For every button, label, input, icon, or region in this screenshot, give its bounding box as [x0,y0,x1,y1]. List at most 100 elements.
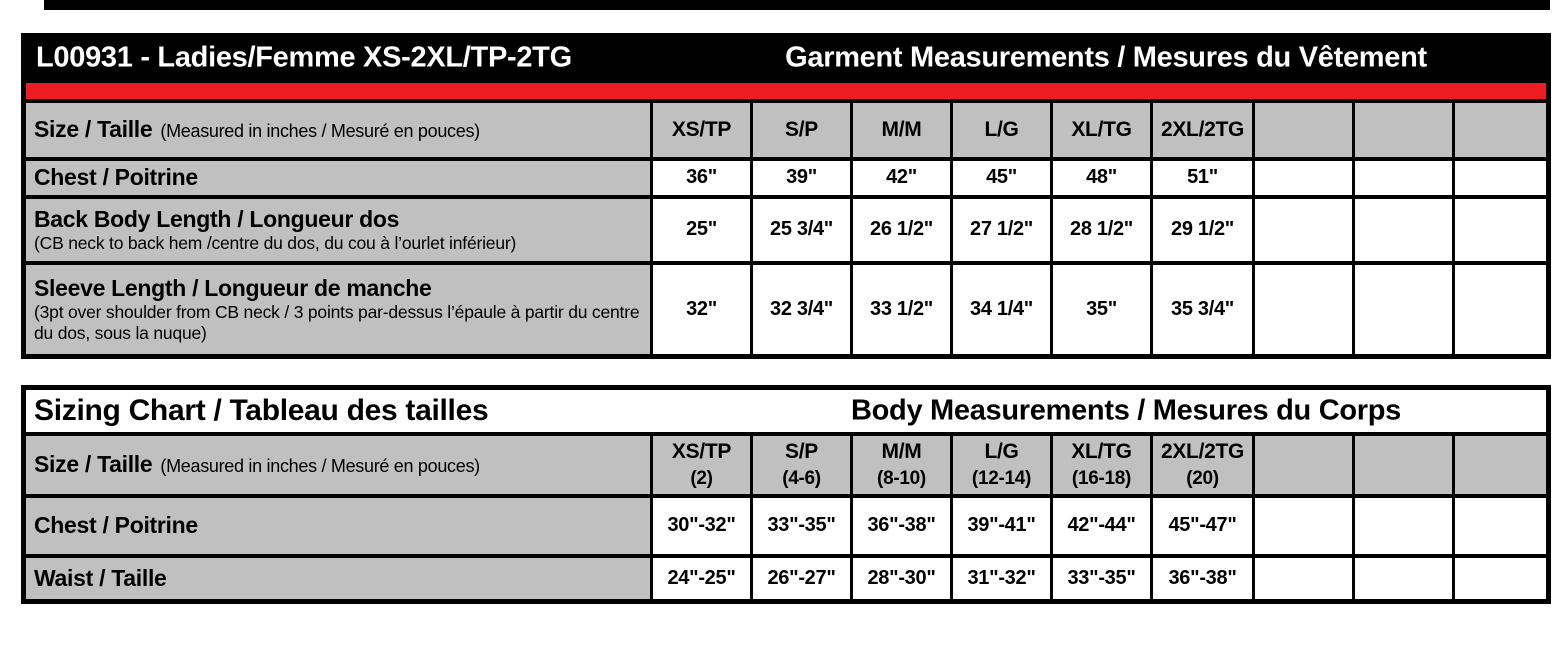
measurement-value-cell: 25" [650,194,753,265]
measurement-value-cell: 32 3/4" [750,260,853,359]
garment-measurements-table: L00931 - Ladies/Femme XS-2XL/TP-2TG Garm… [21,33,1551,359]
measurement-label: Chest / Poitrine [34,164,198,190]
measurement-label-cell: Sleeve Length / Longueur de manche (3pt … [22,260,653,359]
red-accent-bar [22,78,1550,103]
measurement-value-cell: 28"-30" [850,553,953,604]
measurement-value-cell: 35 3/4" [1150,260,1255,359]
measurement-value-cell [1252,156,1355,199]
measurement-value-cell: 34 1/4" [950,260,1053,359]
measurement-value-cell: 39"-41" [950,493,1053,558]
size-name: XS/TP [671,439,732,463]
measurement-value-cell [1452,156,1550,199]
measurement-value-cell [1452,260,1550,359]
measurement-value-cell: 35" [1050,260,1153,359]
red-accent-row [22,78,1550,103]
garment-size-label-cell: Size / Taille (Measured in inches / Mesur… [22,98,653,161]
top-divider-bar [44,0,1550,10]
measurement-value-cell: 31"-32" [950,553,1053,604]
size-name: M/M [881,439,922,463]
size-col-header-empty-3 [1452,98,1550,161]
size-col-header-s: S/P [750,98,853,161]
size-measure-note: (Measured in inches / Mesuré en pouces) [160,456,480,476]
size-col-header-xl: XL/TG [1050,98,1153,161]
size-name: L/G [984,439,1019,463]
body-table-header-cell: Sizing Chart / Tableau des tailles Body … [22,385,1550,436]
measurement-value-cell: 36"-38" [1150,553,1255,604]
body-table-header-row: Sizing Chart / Tableau des tailles Body … [22,385,1550,436]
measurement-value-cell [1352,493,1455,558]
measurement-label: Sleeve Length / Longueur de manche [34,275,432,302]
measurement-value-cell: 36"-38" [850,493,953,558]
size-range: (16-18) [1071,467,1132,489]
size-col-header-xs: XS/TP [650,98,753,161]
size-col-header-empty-2 [1352,98,1455,161]
measurement-value-cell: 48" [1050,156,1153,199]
size-range: (20) [1186,467,1219,489]
size-name: XL/TG [1071,439,1132,463]
size-col-header-s: S/P (4-6) [750,431,853,498]
size-name: S/P [785,439,818,463]
size-measure-note: (Measured in inches / Mesuré en pouces) [160,121,480,141]
size-range: (12-14) [971,467,1032,489]
body-waist-row: Waist / Taille 24"-25" 26"-27" 28"-30" 3… [22,553,1550,604]
size-col-header-2xl: 2XL/2TG [1150,98,1255,161]
size-range: (8-10) [877,467,926,489]
measurement-value-cell: 33 1/2" [850,260,953,359]
body-size-header-row: Size / Taille (Measured in inches / Mesur… [22,431,1550,498]
body-measurements-table: Sizing Chart / Tableau des tailles Body … [21,385,1551,604]
size-col-header-l: L/G [950,98,1053,161]
body-table-subtitle: Body Measurements / Mesures du Corps [850,394,1401,427]
measurement-value-cell [1452,553,1550,604]
measurement-value-cell: 33"-35" [1050,553,1153,604]
size-name: 2XL/2TG [1160,439,1245,463]
measurement-sublabel: (CB neck to back hem /centre du dos, du … [34,232,517,253]
measurement-value-cell [1252,260,1355,359]
measurement-value-cell: 29 1/2" [1150,194,1255,265]
size-col-header-l: L/G (12-14) [950,431,1053,498]
garment-table-subtitle: Garment Measurements / Mesures du Vêteme… [785,41,1427,74]
measurement-value-cell: 27 1/2" [950,194,1053,265]
measurement-value-cell: 25 3/4" [750,194,853,265]
size-col-header-m: M/M [850,98,953,161]
measurement-value-cell: 26 1/2" [850,194,953,265]
measurement-value-cell [1352,260,1455,359]
measurement-label: Back Body Length / Longueur dos [34,205,400,232]
measurement-label-cell: Back Body Length / Longueur dos (CB neck… [22,194,653,265]
measurement-value-cell [1352,553,1455,604]
size-col-header-xs: XS/TP (2) [650,431,753,498]
measurement-value-cell [1452,493,1550,558]
measurement-label: Chest / Poitrine [34,512,198,538]
garment-chest-row: Chest / Poitrine 36" 39" 42" 45" 48" 51" [22,156,1550,199]
measurement-value-cell: 32" [650,260,753,359]
measurement-value-cell: 36" [650,156,753,199]
body-size-label-cell: Size / Taille (Measured in inches / Mesur… [22,431,653,498]
size-col-header-empty-2 [1352,431,1455,498]
size-col-header-empty-3 [1452,431,1550,498]
size-range: (2) [690,467,713,489]
measurement-label-cell: Chest / Poitrine [22,493,653,558]
size-col-header-xl: XL/TG (16-18) [1050,431,1153,498]
measurement-value-cell: 39" [750,156,853,199]
body-chest-row: Chest / Poitrine 30"-32" 33"-35" 36"-38"… [22,493,1550,558]
measurement-value-cell: 28 1/2" [1050,194,1153,265]
measurement-value-cell: 42"-44" [1050,493,1153,558]
measurement-value-cell: 51" [1150,156,1255,199]
garment-table-header-cell: L00931 - Ladies/Femme XS-2XL/TP-2TG Garm… [22,33,1550,83]
size-label: Size / Taille [34,116,153,142]
measurement-value-cell [1252,194,1355,265]
measurement-label-cell: Waist / Taille [22,553,653,604]
measurement-value-cell: 33"-35" [750,493,853,558]
measurement-value-cell [1252,493,1355,558]
body-table-title: Sizing Chart / Tableau des tailles [34,393,489,427]
garment-table-title: L00931 - Ladies/Femme XS-2XL/TP-2TG [36,41,572,74]
garment-size-header-row: Size / Taille (Measured in inches / Mesur… [22,98,1550,161]
size-range: (4-6) [782,467,821,489]
garment-sleeve-length-row: Sleeve Length / Longueur de manche (3pt … [22,260,1550,359]
size-col-header-m: M/M (8-10) [850,431,953,498]
garment-table-header-row: L00931 - Ladies/Femme XS-2XL/TP-2TG Garm… [22,33,1550,83]
measurement-value-cell [1352,194,1455,265]
measurement-value-cell: 42" [850,156,953,199]
size-label: Size / Taille [34,451,153,477]
measurement-value-cell: 45" [950,156,1053,199]
